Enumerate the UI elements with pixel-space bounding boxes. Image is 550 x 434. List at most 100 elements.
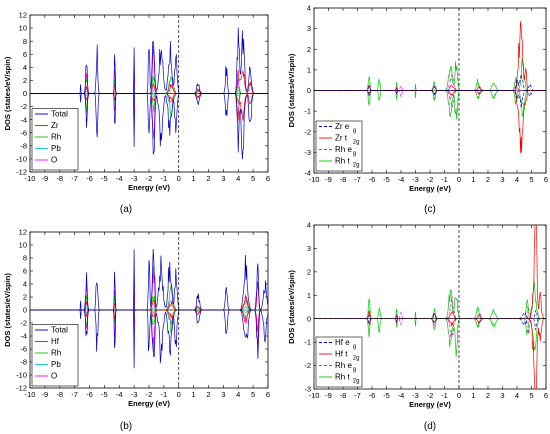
- x-tick-label: 4: [236, 174, 240, 183]
- y-tick-label: -2: [20, 319, 27, 328]
- y-tick-label: -10: [16, 155, 27, 164]
- x-tick-label: -6: [86, 174, 93, 183]
- x-tick-label: 1: [471, 175, 475, 184]
- panel-caption: (c): [424, 204, 436, 215]
- x-tick-label: -5: [101, 174, 108, 183]
- x-tick-label: -3: [412, 175, 419, 184]
- x-axis-label: Energy (eV): [128, 183, 170, 192]
- y-axis-label: DOS (states/eV/spin): [3, 56, 12, 130]
- x-tick-label: 6: [266, 174, 270, 183]
- legend-label: Rh e: [335, 361, 352, 370]
- x-tick-label: -5: [383, 391, 390, 400]
- y-tick-label: 0: [307, 86, 311, 95]
- x-tick-label: -4: [398, 175, 405, 184]
- x-tick-label: -8: [56, 174, 63, 183]
- y-tick-label: -4: [20, 115, 27, 124]
- y-tick-label: -8: [20, 358, 27, 367]
- x-tick-label: 3: [221, 174, 225, 183]
- x-tick-label: 1: [192, 174, 196, 183]
- x-tick-label: -2: [427, 391, 434, 400]
- y-tick-label: 4: [307, 4, 311, 13]
- legend: Total Hf Rh Pb O: [31, 324, 79, 387]
- legend-label: Pb: [51, 360, 61, 369]
- x-tick-label: 1: [192, 390, 196, 399]
- x-tick-label: 0: [457, 391, 461, 400]
- legend-label: Pb: [51, 144, 61, 153]
- x-tick-label: -9: [42, 390, 49, 399]
- y-tick-label: -12: [16, 384, 27, 393]
- legend-label-subscript: 2g: [353, 356, 360, 362]
- legend-label: Total: [51, 110, 68, 119]
- x-tick-label: 6: [544, 175, 548, 184]
- x-tick-label: -4: [116, 390, 123, 399]
- x-tick-label: -6: [86, 390, 93, 399]
- y-tick-label: -8: [20, 141, 27, 150]
- panel-c: -10 -9 -8 -7 -6 -5 -4 -3 -2 -1 0 1 2 3 4 5 6-4-3-2-10123…: [287, 4, 548, 215]
- x-tick-label: -4: [116, 174, 123, 183]
- x-tick-label: -7: [354, 175, 361, 184]
- x-tick-label: 4: [236, 390, 240, 399]
- x-axis-label: Energy (eV): [128, 399, 170, 408]
- y-tick-label: 1: [307, 291, 311, 300]
- x-tick-label: -3: [412, 391, 419, 400]
- y-tick-label: -12: [16, 168, 27, 177]
- x-tick-label: 2: [206, 174, 210, 183]
- x-tick-label: -4: [398, 391, 405, 400]
- legend-label: Rh e: [335, 145, 352, 154]
- legend-label: Hf: [51, 337, 60, 346]
- x-tick-label: 0: [177, 174, 181, 183]
- x-tick-label: -1: [441, 391, 448, 400]
- y-axis-label: DOS (states/eV/spin): [3, 273, 12, 347]
- y-tick-label: -4: [304, 169, 311, 178]
- legend-label: Hf e: [335, 338, 350, 347]
- legend-label: Rh t: [335, 373, 350, 382]
- x-tick-label: -1: [161, 390, 168, 399]
- y-tick-label: 6: [23, 50, 27, 59]
- legend-label-subscript: g: [353, 128, 356, 134]
- x-tick-label: -3: [131, 390, 138, 399]
- y-tick-label: -4: [20, 332, 27, 341]
- x-tick-label: -1: [161, 174, 168, 183]
- y-tick-label: 12: [19, 228, 27, 237]
- x-tick-label: 5: [529, 391, 533, 400]
- x-tick-label: 5: [529, 175, 533, 184]
- x-tick-label: 2: [486, 175, 490, 184]
- x-tick-label: 5: [251, 390, 255, 399]
- x-tick-label: -2: [427, 175, 434, 184]
- x-tick-label: -10: [309, 175, 320, 184]
- y-tick-label: -6: [20, 345, 27, 354]
- legend-label: Rh: [51, 133, 61, 142]
- legend-label: Zr e: [335, 122, 350, 131]
- legend-label: Total: [51, 326, 68, 335]
- panel-d: -10 -9 -8 -7 -6 -5 -4 -3 -2 -1 0 1 2 3 4 5 6-3-2-101234E…: [287, 221, 548, 432]
- y-tick-label: 8: [23, 254, 27, 263]
- x-tick-label: -10: [25, 174, 36, 183]
- x-axis-label: Energy (eV): [409, 400, 451, 409]
- x-tick-label: 2: [206, 390, 210, 399]
- y-axis-label: DOS (states/eV/spin): [287, 53, 296, 127]
- y-tick-label: 4: [307, 221, 311, 230]
- legend-label-subscript: 2g: [353, 140, 360, 146]
- x-tick-label: 4: [515, 391, 519, 400]
- x-tick-label: -9: [325, 175, 332, 184]
- panel-caption: (d): [424, 421, 436, 432]
- y-tick-label: 4: [23, 280, 27, 289]
- legend: Total Zr Rh Pb O: [31, 108, 79, 171]
- legend-box: [315, 120, 363, 172]
- x-tick-label: 3: [500, 391, 504, 400]
- x-tick-label: -3: [131, 174, 138, 183]
- y-tick-label: -2: [304, 361, 311, 370]
- y-tick-label: 3: [307, 244, 311, 253]
- x-tick-label: -5: [101, 390, 108, 399]
- x-tick-label: -10: [309, 391, 320, 400]
- y-tick-label: -1: [304, 338, 311, 347]
- x-tick-label: -8: [340, 391, 347, 400]
- x-tick-label: -9: [325, 391, 332, 400]
- y-tick-label: 4: [23, 63, 27, 72]
- legend-label-subscript: 2g: [353, 163, 360, 169]
- legend-label-subscript: 2g: [353, 379, 360, 385]
- legend-label: O: [51, 156, 57, 165]
- x-tick-label: 3: [500, 175, 504, 184]
